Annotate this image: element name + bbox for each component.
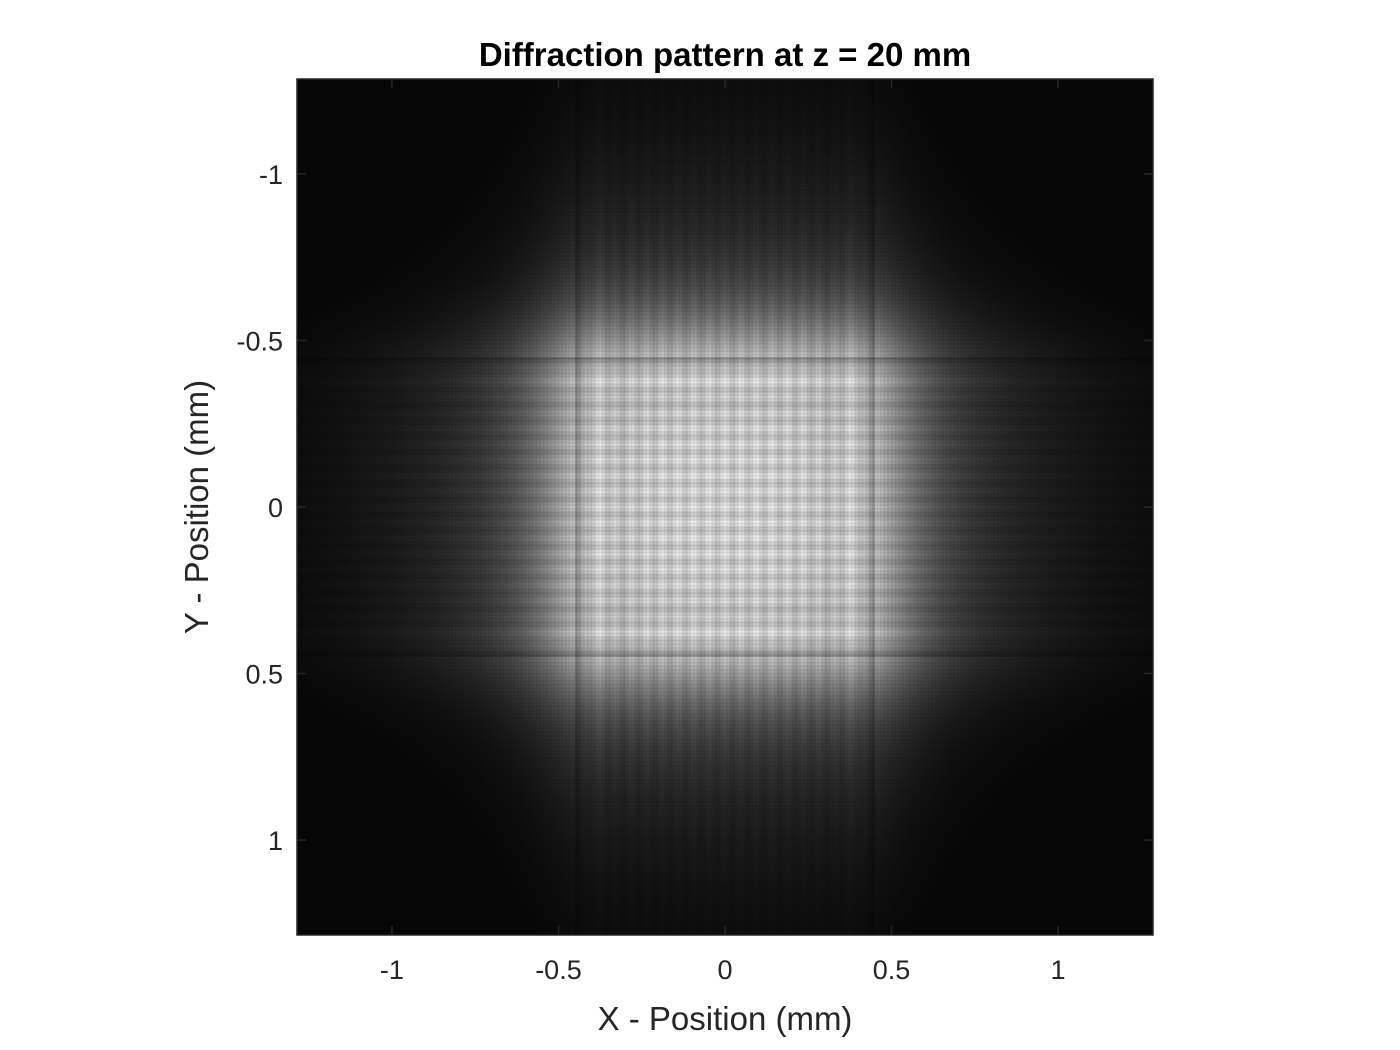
diffraction-heatmap <box>297 79 1153 935</box>
y-axis: -1 -0.5 0 0.5 1 <box>236 160 1153 856</box>
y-tick-label: 1 <box>268 826 283 856</box>
x-tick-label: 0 <box>717 955 732 985</box>
x-tick-label: -1 <box>380 955 404 985</box>
y-tick-label: -0.5 <box>236 326 283 356</box>
x-tick-label: -0.5 <box>535 955 582 985</box>
x-tick-label: 0.5 <box>873 955 911 985</box>
x-axis-label: X - Position (mm) <box>598 1000 853 1037</box>
y-tick-label: 0.5 <box>245 660 283 690</box>
y-tick-label: 0 <box>268 493 283 523</box>
plot-frame <box>296 78 1154 936</box>
x-tick-label: 1 <box>1051 955 1066 985</box>
x-axis: -1 -0.5 0 0.5 1 <box>380 79 1066 985</box>
y-tick-label: -1 <box>259 160 283 190</box>
y-axis-label: Y - Position (mm) <box>178 380 215 634</box>
chart-title: Diffraction pattern at z = 20 mm <box>479 36 971 73</box>
